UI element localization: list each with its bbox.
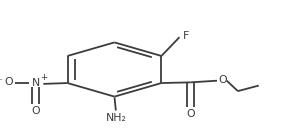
Text: F: F (182, 31, 189, 41)
Text: O: O (219, 75, 228, 85)
Text: O: O (31, 106, 40, 116)
Text: O: O (186, 109, 195, 119)
Text: +: + (40, 73, 47, 82)
Text: N: N (31, 78, 40, 88)
Text: O: O (4, 77, 13, 87)
Text: ⁻: ⁻ (0, 78, 2, 87)
Text: NH₂: NH₂ (105, 113, 126, 123)
